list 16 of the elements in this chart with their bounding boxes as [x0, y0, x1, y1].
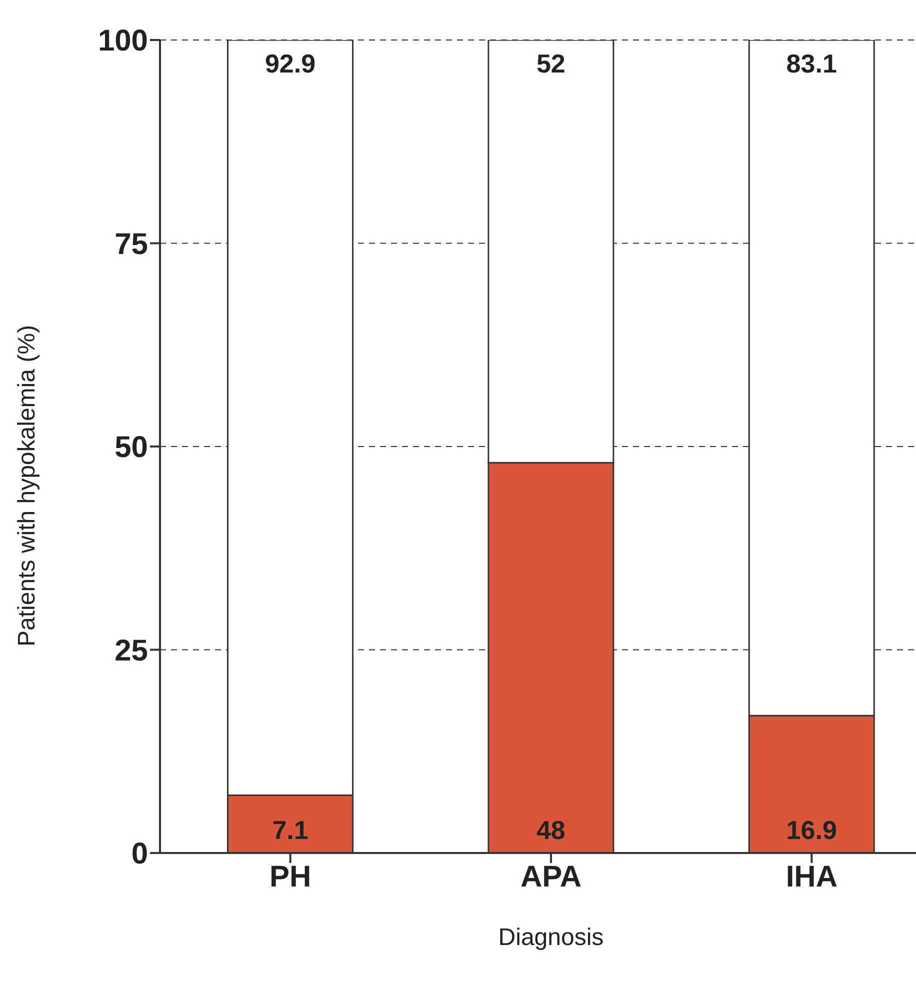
x-tick-label: PH: [269, 860, 312, 894]
y-tick-label: 75: [114, 228, 148, 261]
data-label: 52: [536, 48, 566, 78]
data-label: 16.9: [786, 815, 837, 845]
x-tick-label: IHA: [786, 860, 838, 894]
data-label: 83.1: [786, 48, 837, 78]
y-tick-label: 50: [114, 431, 148, 464]
x-axis-title: Diagnosis: [498, 924, 604, 951]
y-tick-label: 25: [114, 634, 148, 668]
data-label: 48: [536, 815, 566, 845]
y-tick-label: 100: [98, 24, 148, 58]
y-tick-label: 0: [131, 838, 148, 871]
data-label: 7.1: [272, 815, 308, 845]
y-axis-title: Patients with hypokalemia (%): [14, 325, 41, 646]
data-label: 92.9: [264, 48, 316, 78]
x-tick-label: APA: [520, 860, 582, 894]
